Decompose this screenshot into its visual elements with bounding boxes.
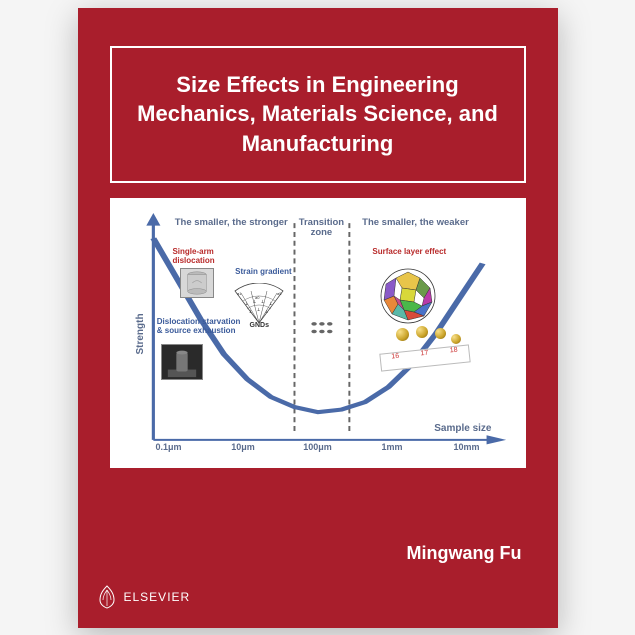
x-axis-label: Sample size <box>434 423 491 434</box>
gnd-label: GNDs <box>250 322 269 329</box>
title-box: Size Effects in Engineering Mechanics, M… <box>110 46 526 183</box>
callout-surface-layer: Surface layer effect <box>372 248 446 257</box>
chart-panel: Strength The smaller, the <box>110 198 526 468</box>
thumb-single-arm <box>180 268 214 298</box>
x-tick-3: 1mm <box>381 442 402 452</box>
svg-text:⊥: ⊥ <box>249 309 252 315</box>
publisher-block: ELSEVIER <box>96 584 191 610</box>
svg-text:⊥: ⊥ <box>253 299 256 305</box>
x-tick-0: 0.1μm <box>156 442 182 452</box>
bead-2 <box>416 326 428 338</box>
callout-single-arm: Single-arm dislocation <box>172 248 232 266</box>
book-title: Size Effects in Engineering Mechanics, M… <box>132 70 504 159</box>
svg-text:⊥: ⊥ <box>269 301 272 307</box>
svg-text:⊥: ⊥ <box>265 309 268 315</box>
region-stronger: The smaller, the stronger <box>169 218 294 228</box>
publisher-name: ELSEVIER <box>124 590 191 604</box>
chart-area: Strength The smaller, the <box>122 208 514 460</box>
svg-text:⊥: ⊥ <box>257 307 260 313</box>
x-tick-4: 10mm <box>453 442 479 452</box>
region-weaker: The smaller, the weaker <box>349 218 482 228</box>
author-name: Mingwang Fu <box>407 543 522 564</box>
region-transition: Transition zone <box>294 218 349 239</box>
gnd-fan: a0 ⊥⊥⊥⊥ ⊥⊥⊥ a1 a5 GNDs <box>231 283 287 327</box>
x-tick-1: 10μm <box>231 442 255 452</box>
svg-text:⊥: ⊥ <box>245 301 248 307</box>
svg-text:⊥: ⊥ <box>261 299 264 305</box>
ruler-tick-16: 16 <box>391 352 399 360</box>
book-cover: Size Effects in Engineering Mechanics, M… <box>78 8 558 628</box>
svg-text:a1: a1 <box>237 291 242 296</box>
ruler-tick-17: 17 <box>420 349 428 357</box>
svg-text:a5: a5 <box>277 291 282 296</box>
bead-4 <box>451 334 461 344</box>
publisher-logo-icon <box>96 584 118 610</box>
x-tick-2: 100μm <box>303 442 332 452</box>
callout-strain-gradient: Strain gradient <box>235 268 291 277</box>
surface-layer-disc <box>380 268 436 324</box>
thumb-dislocation-starvation <box>161 344 203 380</box>
ruler-tick-18: 18 <box>450 346 458 354</box>
